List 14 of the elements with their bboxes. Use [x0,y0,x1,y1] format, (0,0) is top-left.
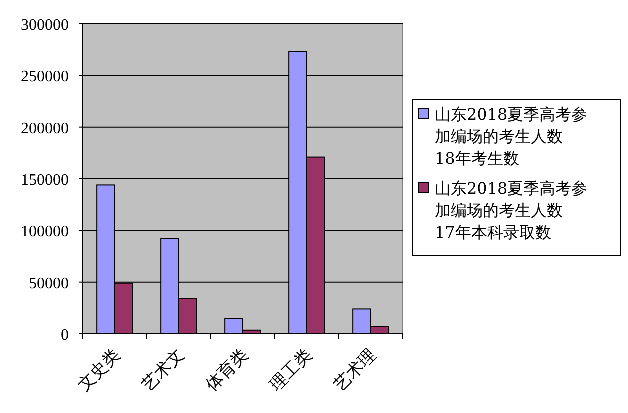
y-tick-label: 150000 [21,172,69,189]
y-tick-label: 50000 [29,275,69,292]
x-tick-label: 文史类 [74,345,125,396]
legend-label: 山东2018夏季高考参加编场的考生人数 17年本科录取数 [435,179,588,242]
y-tick-label: 200000 [21,120,69,138]
y-tick-label: 0 [61,327,69,344]
x-tick-label: 理工类 [266,345,317,396]
x-tick-label: 艺术理 [330,345,381,396]
x-tick-label: 体育类 [202,345,253,396]
y-tick-label: 100000 [21,224,69,241]
legend-label: 山东2018夏季高考参加编场的考生人数 18年考生数 [435,105,588,168]
x-tick-label: 艺术文 [138,345,189,396]
y-tick-label: 300000 [21,17,69,34]
y-tick-label: 250000 [21,68,69,86]
